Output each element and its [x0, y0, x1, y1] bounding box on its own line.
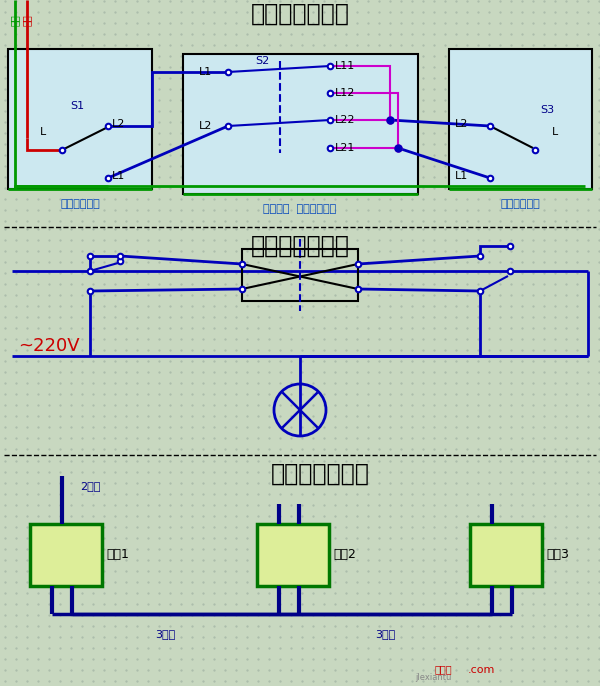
Text: S2: S2 — [255, 56, 269, 66]
Text: L2: L2 — [199, 121, 212, 131]
Text: ~220V: ~220V — [18, 337, 80, 355]
Text: L: L — [552, 127, 558, 137]
Text: L22: L22 — [335, 115, 355, 125]
Text: L12: L12 — [335, 88, 355, 98]
Bar — [257, 524, 329, 586]
Text: jlexiantu: jlexiantu — [415, 673, 451, 682]
Text: 开关1: 开关1 — [106, 549, 129, 562]
Text: 三控开关接线图: 三控开关接线图 — [251, 2, 349, 26]
Bar — [470, 524, 542, 586]
Text: L: L — [40, 127, 46, 137]
Text: 单开双控开关: 单开双控开关 — [500, 199, 540, 209]
Text: L2: L2 — [455, 119, 468, 129]
Text: L1: L1 — [112, 171, 125, 181]
Text: L11: L11 — [335, 61, 355, 71]
Text: S3: S3 — [540, 105, 554, 115]
Text: .com: .com — [468, 665, 496, 675]
Text: 中途开关  （三控开关）: 中途开关 （三控开关） — [263, 204, 337, 214]
Text: 火线: 火线 — [22, 14, 32, 26]
Text: 3根线: 3根线 — [375, 629, 395, 639]
Text: 单开双控开关: 单开双控开关 — [60, 199, 100, 209]
Text: 3根线: 3根线 — [155, 629, 175, 639]
Text: 开关3: 开关3 — [546, 549, 569, 562]
Text: L2: L2 — [112, 119, 125, 129]
Text: S1: S1 — [70, 101, 84, 111]
Text: 三控开关布线图: 三控开关布线图 — [271, 462, 370, 486]
Text: 2根线: 2根线 — [80, 481, 100, 491]
Text: 三控开关原理图: 三控开关原理图 — [251, 234, 349, 258]
Text: L1: L1 — [455, 171, 468, 181]
Text: L21: L21 — [335, 143, 355, 153]
Bar — [183, 54, 418, 194]
Bar — [30, 524, 102, 586]
Bar — [242, 249, 358, 301]
Bar — [8, 49, 152, 189]
Text: 相线: 相线 — [10, 14, 20, 26]
Bar — [449, 49, 592, 189]
Text: L1: L1 — [199, 67, 212, 77]
Text: 开关2: 开关2 — [333, 549, 356, 562]
Text: 接线图: 接线图 — [435, 664, 452, 674]
